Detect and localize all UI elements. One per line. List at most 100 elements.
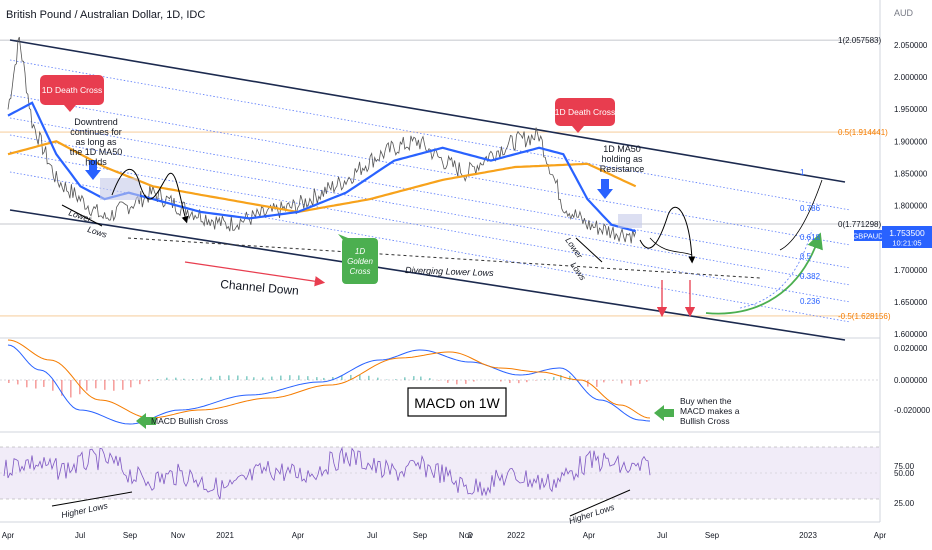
channel-fib-label-1: 0.786 [800,204,821,213]
macd-hist-bar-171 [509,380,511,384]
highlight-box-2 [618,214,642,228]
macd-hist-bar-57 [175,377,177,380]
macd-hist-bar-180 [535,380,537,381]
channel-fib-label-3: 0.5 [800,252,812,261]
macd-hist-bar-78 [237,375,239,380]
time-tick-9: 2 [468,531,473,540]
time-tick-13: Sep [705,531,720,540]
macd-buy-note: Buy when the MACD makes a Bullish Cross [680,396,740,426]
macd-tick-1: 0.000000 [894,376,928,385]
channel-fib-line-2 [9,94,851,246]
diverging-label: Diverging Lower Lows [405,265,494,278]
price-tick-0: 2.050000 [894,41,928,50]
higher-lows-line-2 [569,489,631,517]
time-tick-3: Nov [171,531,185,540]
death-cross-label-2: 1D Death Cross [555,107,615,117]
macd-hist-bar-141 [420,376,422,380]
time-tick-14: 2023 [799,531,817,540]
macd-hist-bar-111 [332,377,334,380]
channel-fib-line-5 [9,151,851,303]
channel-fib-label-0: 1 [800,168,805,177]
price-line [7,36,637,244]
macd-tick-2: -0.020000 [894,406,931,415]
macd-tick-0: 0.020000 [894,344,928,353]
time-tick-10: 2022 [507,531,525,540]
channel-down-arrow [184,261,326,287]
macd-hist-bar-207 [612,380,614,381]
macd-hist-bar-93 [280,375,282,380]
rsi-tick-0: 75.00 [894,462,915,471]
last-price-label: 1.753500 [889,228,925,238]
price-axis: 2.050000 2.000000 1.950000 1.900000 1.850000… [894,41,928,339]
macd-hist-bar-168 [500,380,502,382]
death-cross-badge-2: 1D Death Cross [555,98,615,133]
macd-hist-bar-153 [456,380,458,385]
macd-hist-bar-156 [465,380,467,384]
macd-hist-bar-72 [219,375,221,380]
macd-hist-bar-150 [447,380,449,383]
macd-hist-bar-132 [395,379,397,380]
macd-hist-bar-48 [148,380,150,382]
channel-fib-labels: 1 0.786 0.618 0.5 0.382 0.236 [800,168,821,306]
ma200-line [7,140,637,214]
price-tick-2: 1.950000 [894,105,928,114]
channel-fib-lines [9,59,851,323]
golden-cross-label: 1D Golden Cross [347,247,373,276]
lower-lows-line-1 [61,204,103,227]
macd-hist-bar-0 [8,380,10,383]
macd-hist-bar-39 [122,380,124,390]
lower-lows-line-2 [575,237,603,263]
blue-arrow-1 [85,160,101,180]
last-price-tag: 1.753500 10:21:05 [882,226,932,248]
macd-hist-bar-114 [341,375,343,380]
time-tick-5: Apr [292,531,305,540]
price-tick-7: 1.650000 [894,298,928,307]
macd-hist-bar-126 [377,377,379,380]
fib-label-1: 0.5(1.914441) [838,128,888,137]
time-tick-12: Jul [657,531,667,540]
time-tick-8: Nov [459,531,473,540]
macd-hist-bar-192 [569,375,571,380]
symbol-tag: GBPAUD [852,230,884,241]
macd-hist-bar-27 [86,380,88,391]
price-tick-1: 2.000000 [894,73,928,82]
macd-hist-bar-219 [646,380,648,382]
macd-hist-bar-36 [113,380,115,391]
macd-hist-bar-12 [43,380,45,387]
green-recovery-arrow [705,232,823,315]
price-tick-5: 1.800000 [894,202,928,211]
death-cross-badge-1: 1D Death Cross [40,75,104,112]
macd-hist-bar-21 [70,380,72,398]
macd-hist-bar-186 [553,376,555,380]
macd-histogram [8,374,648,398]
channel-fib-label-5: 0.236 [800,297,821,306]
macd-hist-bar-213 [630,380,632,386]
svg-text:LowerLows: LowerLows [555,235,596,282]
macd-hist-bar-24 [79,380,81,395]
fib-label-2: 0(1.771298) [838,220,881,229]
macd-hist-bar-6 [26,380,28,388]
macd-hist-bar-42 [130,380,132,388]
lower-lows-2: LowerLows [555,235,596,282]
macd-hist-bar-99 [298,375,300,380]
macd-hist-bar-210 [621,380,623,384]
projection-curve-1 [111,168,189,224]
projection-curve-3 [649,237,693,256]
channel-fib-label-4: 0.382 [800,272,821,281]
rsi-tick-2: 25.00 [894,499,915,508]
time-tick-2: Sep [123,531,138,540]
macd-title-box: MACD on 1W [407,387,507,417]
channel-upper-line [9,39,846,183]
channel-lower-line [9,209,846,341]
macd-hist-bar-81 [246,376,248,380]
price-tick-6: 1.700000 [894,266,928,275]
macd-hist-bar-63 [192,379,194,380]
macd-hist-bar-105 [316,377,318,380]
macd-hist-bar-183 [544,378,546,380]
macd-hist-bar-30 [95,380,97,389]
channel-fib-label-2: 0.618 [800,233,821,242]
fib-levels: 1(2.057583) 0.5(1.914441) 0(1.771298) -0.5(… [0,36,891,321]
macd-hist-bar-66 [201,378,203,380]
